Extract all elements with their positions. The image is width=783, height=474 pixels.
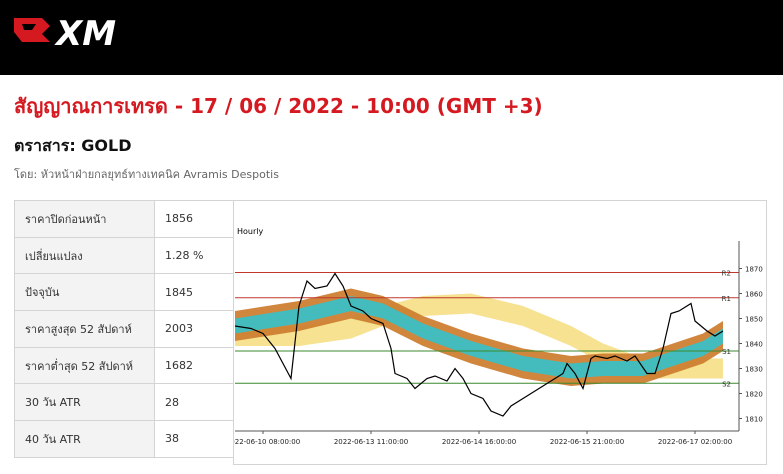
table-row: ราคาสูงสุด 52 สัปดาห์ 2003 [14,310,234,348]
row-label: ราคาสูงสุด 52 สัปดาห์ [14,310,155,348]
row-value: 1856 [154,200,234,238]
x-tick-label: 2022-06-14 16:00:00 [442,438,516,446]
row-value: 28 [154,383,234,422]
row-label: 30 วัน ATR [14,383,155,422]
x-tick-label: 2022-06-15 21:00:00 [550,438,624,446]
level-label: R2 [722,270,731,278]
level-label: S1 [722,348,731,356]
row-label: ปัจจุบัน [14,273,155,312]
y-tick-label: 1830 [745,366,763,374]
price-line [234,272,724,417]
header-bar: XM [0,0,783,75]
table-row: 40 วัน ATR 38 [14,420,234,458]
row-label: ราคาต่ำสุด 52 สัปดาห์ [14,346,155,385]
y-tick-label: 1860 [745,291,763,299]
chart-panel: Hourly 2022-06-10 08:00:00 2022-06-13 11:… [233,200,767,465]
plot: 2022-06-10 08:00:00 2022-06-13 11:00:00 20… [234,272,739,446]
chart-title: Hourly [237,227,263,236]
instrument: ตราสาร: GOLD [14,136,132,155]
table-row: ราคาปิดก่อนหน้า 1856 [14,200,234,238]
row-value: 1682 [154,346,234,385]
row-value: 1845 [154,273,234,312]
logo[interactable]: XM [12,12,137,52]
table-row: ราคาต่ำสุด 52 สัปดาห์ 1682 [14,346,234,385]
row-value: 38 [154,420,234,458]
chart: Hourly 2022-06-10 08:00:00 2022-06-13 11:… [234,227,763,446]
row-label: ราคาปิดก่อนหน้า [14,200,155,238]
stats-table: ราคาปิดก่อนหน้า 1856 เปลี่ยนแปลง 1.28 % ปัจจ… [14,200,234,458]
logo-text: XM [54,14,116,52]
row-value: 1.28 % [154,236,234,275]
x-tick-label: 2022-06-13 11:00:00 [334,438,408,446]
page-title: สัญญาณการเทรด - 17 / 06 / 2022 - 10:00 (… [14,94,543,118]
table-row: เปลี่ยนแปลง 1.28 % [14,236,234,275]
row-label: เปลี่ยนแปลง [14,236,155,275]
y-tick-label: 1850 [745,316,763,324]
row-label: 40 วัน ATR [14,420,155,458]
x-tick-label: 2022-06-10 08:00:00 [234,438,300,446]
author: โดย: หัวหน้าฝ่ายกลยุทธ์ทางเทคนิค Avramis… [14,168,279,181]
row-value: 2003 [154,310,234,348]
table-row: ปัจจุบัน 1845 [14,273,234,312]
y-tick-label: 1840 [745,341,763,349]
y-tick-label: 1810 [745,416,763,424]
y-tick-label: 1820 [745,391,763,399]
table-row: 30 วัน ATR 28 [14,383,234,422]
level-label: S2 [722,380,731,388]
y-tick-label: 1870 [745,266,763,274]
x-tick-label: 2022-06-17 02:00:00 [658,438,732,446]
level-label: R1 [722,295,731,303]
